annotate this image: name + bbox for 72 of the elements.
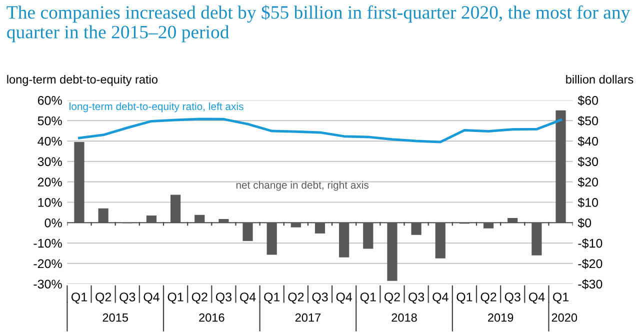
bar [218,218,229,223]
bar [74,142,84,223]
y2-tick-label: -$10 [578,238,602,248]
x-tick-label: Q1 [264,292,280,304]
y-tick-label: 60% [38,96,62,105]
bar [508,218,518,223]
x-tick-label: Q4 [528,292,545,304]
y2-tick-label: $20 [578,177,598,188]
y2-tick-label: $0 [578,218,592,228]
x-tick-label: Q3 [408,292,424,304]
y2-axis-title: billion dollars [566,74,634,84]
x-tick-label: Q2 [480,292,496,304]
chart-title: The companies increased debt by $55 billion in first-quarter 2020, the most for any quarter in the 2015–20 period [6,5,630,42]
text: 2016 [199,313,224,322]
series-label: long-term debt-to-equity ratio, left axis [70,102,244,112]
bar [266,222,277,255]
x-tick-label: Q1 [71,292,87,304]
y2-tick-label: $50 [578,116,598,126]
x-tick-label: Q4 [336,292,352,304]
y-tick-label: -30% [34,280,62,289]
text: 2019 [488,313,514,322]
x-tick-label: Q2 [96,292,112,304]
bar [98,208,108,223]
x-tick-label: Q1 [553,292,568,304]
y-tick-label: -20% [34,259,62,268]
bar [483,222,494,228]
x-tick-label: Q4 [432,292,448,304]
bar [314,222,326,234]
text: 2018 [392,313,417,322]
x-tick-label: Q2 [384,292,400,304]
text: net change in debt, right axis [236,181,369,191]
bar [556,110,566,223]
bar [411,222,422,235]
y2-tick-label: -$30 [578,279,602,290]
y2-tick-label: $60 [578,95,598,106]
bar [363,222,374,249]
x-tick-label: Q3 [312,292,328,304]
bar [170,194,181,223]
y-axis-title: long-term debt-to-equity ratio [7,74,158,86]
y2-tick-label: -$20 [578,258,602,269]
bar [242,222,253,242]
x-tick-label: Q4 [240,292,256,304]
y-tick-label: -10% [34,238,62,248]
bar [194,214,205,223]
bar [387,222,398,281]
y-tick-label: 30% [38,157,62,166]
x-tick-label: Q1 [456,292,472,304]
text: 2015 [102,313,128,322]
x-tick-label: Q3 [504,292,520,304]
y-tick-label: 40% [38,136,62,146]
bar [532,222,542,256]
y2-tick-label: $40 [578,136,598,146]
x-tick-label: Q3 [216,292,232,304]
x-tick-label: Q2 [192,292,208,304]
x-tick-label: Q4 [144,292,160,304]
y2-tick-label: $10 [578,198,598,208]
line-series [78,118,562,144]
x-tick-label: Q2 [288,292,304,304]
x-tick-label: Q3 [120,292,136,304]
bar [146,216,157,223]
bar [435,222,446,258]
y-tick-label: 10% [38,198,62,207]
y-tick-label: 0% [44,218,62,228]
y-tick-label: 20% [38,178,62,186]
bar [290,222,301,228]
y-tick-label: 50% [38,116,62,126]
y2-tick-label: $30 [578,156,598,167]
text: 2020 [552,313,578,322]
x-tick-label: Q1 [360,292,376,304]
text: 2017 [295,313,320,322]
x-tick-label: Q1 [168,292,184,304]
bar [339,222,350,258]
